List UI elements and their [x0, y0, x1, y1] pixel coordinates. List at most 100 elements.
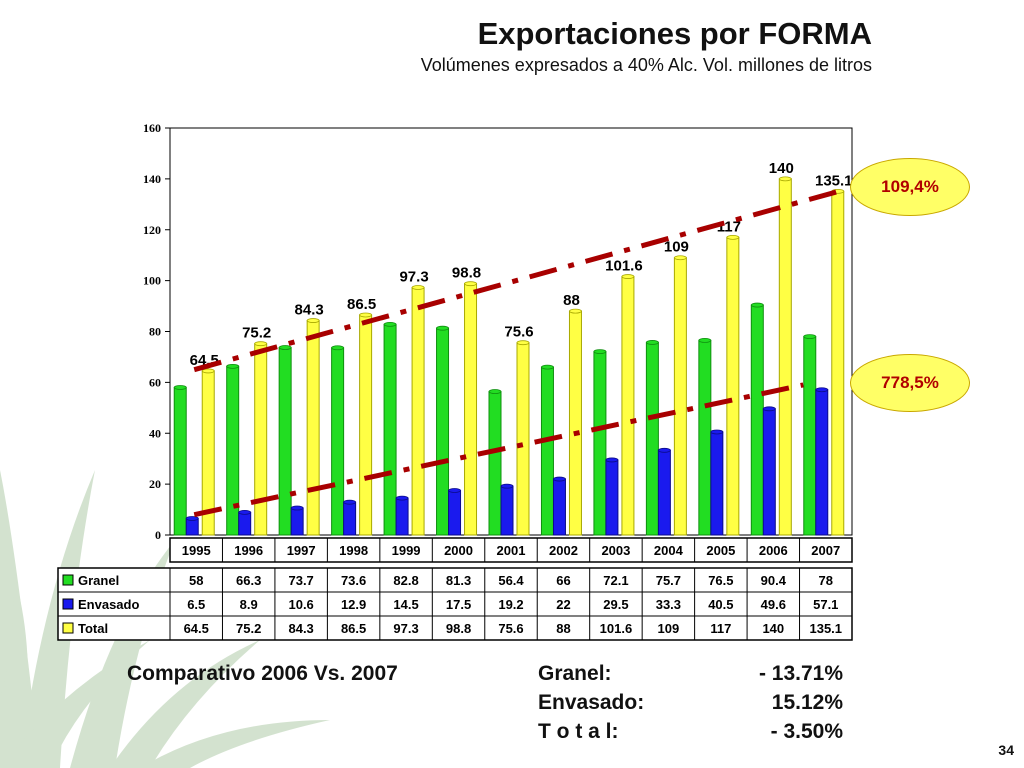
bar-top-total [254, 341, 268, 347]
bar-total [254, 343, 268, 536]
total-data-label: 84.3 [295, 302, 324, 319]
y-tick-label: 100 [143, 274, 161, 288]
table-cell: 84.3 [288, 621, 313, 636]
y-tick-label: 140 [143, 172, 161, 186]
table-body [57, 567, 853, 641]
table-cell: 101.6 [600, 621, 633, 636]
comparison-label: Granel: [538, 662, 612, 685]
bar-top-envasado [657, 447, 671, 453]
table-cell: 40.5 [708, 597, 733, 612]
table-cell: 14.5 [393, 597, 418, 612]
y-tick-label: 80 [149, 325, 161, 339]
total-data-label: 97.3 [399, 268, 428, 285]
bar-top-envasado [448, 488, 461, 493]
bar-top-total [673, 255, 687, 261]
bar-envasado [395, 497, 409, 536]
bar-envasado [552, 478, 566, 536]
bar-envasado [185, 517, 199, 536]
table-cell: 66 [556, 573, 570, 588]
bar-total [568, 310, 582, 536]
bar-top-total [359, 312, 373, 318]
bar-granel [593, 351, 607, 536]
bar-top-envasado [395, 495, 409, 501]
table-year-label: 2005 [706, 543, 735, 558]
legend-swatch-total [62, 622, 74, 634]
y-tick-label: 120 [143, 223, 161, 237]
bar-granel [226, 365, 240, 536]
table-cell: 49.6 [761, 597, 786, 612]
bar-top-granel [383, 321, 397, 327]
table-cell: 19.2 [498, 597, 523, 612]
table-year-label: 1997 [287, 543, 316, 558]
bar-top-granel [645, 340, 659, 345]
table-year-label: 1998 [339, 543, 368, 558]
bar-top-granel [750, 302, 764, 308]
table-cell: 72.1 [603, 573, 628, 588]
legend-label-granel: Granel [78, 573, 119, 588]
bar-top-granel [593, 349, 607, 354]
bar-top-granel [173, 385, 187, 390]
y-tick-label: 40 [149, 426, 161, 440]
bar-top-envasado [762, 406, 776, 412]
table-cell: 29.5 [603, 597, 628, 612]
comparison-label: Envasado: [538, 691, 645, 714]
table-cell: 56.4 [498, 573, 524, 588]
comparison-value: - 3.50% [770, 720, 843, 743]
bar-top-envasado [500, 483, 514, 489]
table-year-label: 2007 [811, 543, 840, 558]
bar-top-envasado [185, 516, 199, 521]
table-cell: 10.6 [288, 597, 313, 612]
bar-top-envasado [343, 499, 357, 505]
envasado-growth-callout: 778,5% [850, 354, 970, 412]
bar-top-envasado [605, 457, 619, 463]
total-data-label: 140 [769, 160, 794, 177]
table-cell: 78 [819, 573, 833, 588]
table-year-label: 1999 [392, 543, 421, 558]
bar-top-total [464, 281, 477, 287]
table-year-label: 1995 [182, 543, 211, 558]
table-cell: 75.2 [236, 621, 261, 636]
table-year-label: 2001 [497, 543, 526, 558]
table-year-label: 2000 [444, 543, 473, 558]
bar-top-total [516, 340, 530, 346]
bar-top-envasado [553, 476, 566, 482]
comparison-value: 15.12% [771, 691, 843, 714]
bar-top-granel [331, 345, 345, 351]
table-cell: 76.5 [708, 573, 733, 588]
comparison-title: Comparativo 2006 Vs. 2007 [127, 662, 398, 685]
table-cell: 8.9 [240, 597, 258, 612]
total-growth-callout: 109,4% [850, 158, 970, 216]
bar-envasado [343, 501, 357, 536]
table-year-label: 1996 [234, 543, 263, 558]
trend-line-total [193, 189, 839, 373]
bar-total [516, 342, 530, 536]
bar-top-envasado [815, 387, 829, 393]
bar-total [411, 286, 425, 536]
y-tick-label: 20 [149, 477, 161, 491]
bar-envasado [290, 507, 304, 536]
bar-total [673, 257, 687, 536]
bar-total [306, 320, 320, 536]
bar-top-total [306, 318, 320, 323]
table-cell: 57.1 [813, 597, 838, 612]
bar-top-granel [698, 338, 712, 343]
bar-envasado [710, 431, 724, 536]
y-tick-label: 160 [143, 121, 161, 135]
legend-swatch-granel [62, 574, 74, 586]
bar-top-total [569, 308, 582, 314]
table-cell: 82.8 [393, 573, 418, 588]
table-cell: 12.9 [341, 597, 366, 612]
bar-envasado [238, 511, 252, 536]
bar-top-granel [803, 334, 817, 339]
bar-top-granel [488, 389, 502, 394]
total-data-label: 109 [664, 239, 689, 256]
table-cell: 135.1 [809, 621, 842, 636]
bar-top-granel [226, 363, 240, 369]
bar-granel [698, 339, 712, 536]
bar-total [726, 236, 740, 536]
table-cell: 58 [189, 573, 203, 588]
bar-total [359, 314, 373, 536]
table-cell: 75.7 [656, 573, 681, 588]
y-tick-label: 60 [149, 375, 161, 389]
